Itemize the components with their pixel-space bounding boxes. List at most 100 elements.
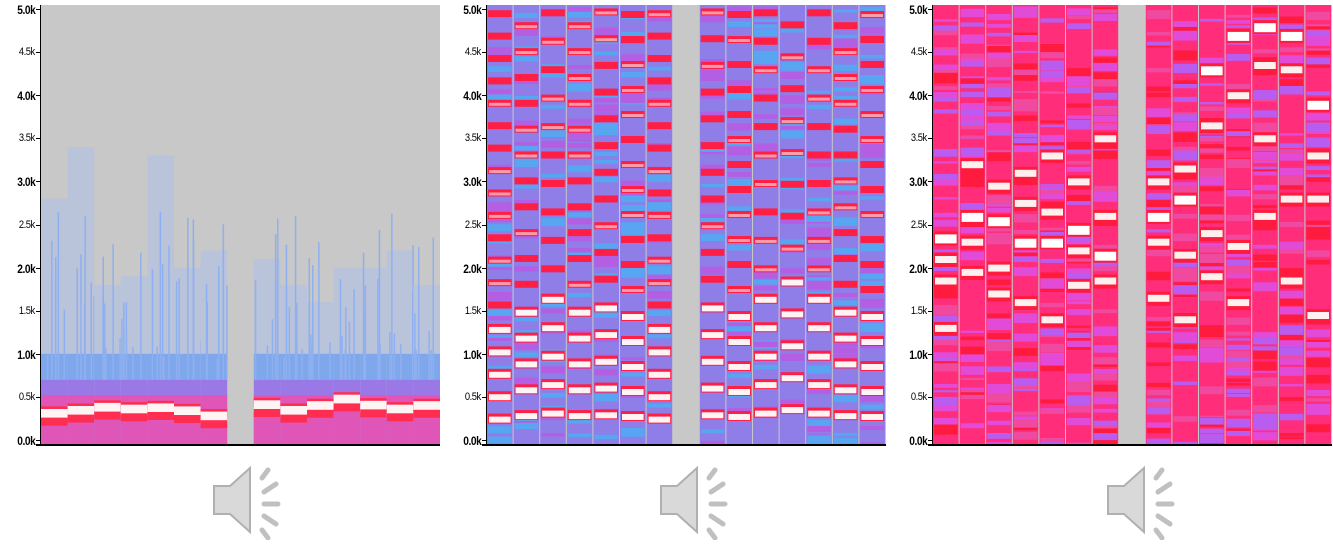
noise-band	[1200, 386, 1224, 395]
harmonic-band	[568, 283, 591, 287]
noise-band	[807, 41, 831, 50]
harmonic-band	[728, 314, 750, 320]
energy-streak	[187, 217, 189, 380]
noise-band	[934, 180, 958, 186]
noise-band	[1200, 291, 1224, 301]
y-tick-label: 2.5k	[911, 218, 927, 231]
y-tick-mark	[482, 396, 486, 398]
noise-band	[1040, 91, 1064, 94]
harmonic-band	[489, 416, 511, 423]
noise-band	[1200, 219, 1224, 224]
noise-band	[488, 224, 512, 232]
harmonic-band	[567, 255, 592, 262]
speaker-icon[interactable]	[1104, 460, 1184, 540]
noise-band	[1093, 378, 1118, 381]
y-tick-label: 1.5k	[19, 304, 35, 317]
harmonic-band	[622, 64, 644, 67]
speaker-icon[interactable]	[657, 460, 737, 540]
noise-band	[1067, 404, 1091, 413]
noise-band	[621, 54, 645, 63]
harmonic-band	[808, 296, 830, 303]
noise-band	[1040, 190, 1064, 195]
noise-band	[1040, 258, 1064, 263]
harmonic-band	[594, 61, 618, 69]
noise-band	[1093, 309, 1118, 314]
harmonic-band	[728, 339, 750, 345]
noise-floor	[94, 284, 121, 354]
noise-band	[960, 169, 985, 180]
noise-band	[1093, 391, 1118, 398]
noise-band	[1013, 256, 1038, 262]
noise-band	[1226, 53, 1251, 61]
energy-streak	[378, 229, 381, 380]
harmonic-band	[701, 64, 724, 68]
y-tick-label: 3.5k	[911, 132, 927, 145]
noise-band	[1306, 36, 1330, 46]
noise-band	[567, 212, 592, 218]
spectrogram-panel-1: 5.0k 4.5k 4.0k 3.5k 3.0k 2.5k 2.0k 1.5k 1.0k 0.5k…	[0, 0, 440, 450]
noise-band	[594, 130, 618, 136]
spectral-peak	[1094, 135, 1117, 143]
formant-band	[200, 420, 228, 429]
harmonic-band	[727, 261, 751, 268]
y-tick-label: 0.0k	[16, 434, 36, 448]
formant-band	[360, 409, 387, 418]
noise-band	[780, 72, 805, 79]
segment-fill	[726, 5, 752, 444]
noise-band	[488, 239, 512, 244]
noise-band	[987, 224, 1011, 232]
energy-streak	[329, 342, 331, 380]
y-tick-mark	[928, 224, 932, 226]
noise-band	[1253, 141, 1277, 151]
noise-band	[1093, 108, 1118, 116]
time-segment	[933, 5, 959, 444]
harmonic-band	[833, 280, 858, 288]
harmonic-band	[833, 229, 858, 237]
noise-band	[1013, 115, 1038, 121]
noise-band	[1173, 31, 1197, 38]
energy-streak	[218, 266, 220, 380]
spectral-peak	[1201, 230, 1223, 238]
speaker-icon[interactable]	[210, 460, 290, 540]
noise-band	[1226, 383, 1251, 386]
noise-band	[1040, 185, 1064, 188]
energy-streak	[112, 244, 114, 380]
noise-band	[514, 317, 539, 322]
noise-band	[621, 428, 645, 437]
noise-band	[934, 19, 958, 22]
harmonic-band	[648, 214, 671, 218]
spectral-peak	[1094, 277, 1117, 285]
noise-band	[488, 366, 512, 372]
noise-band	[960, 135, 985, 139]
noise-band	[1013, 9, 1038, 18]
harmonic-band	[834, 413, 857, 420]
noise-band	[1173, 344, 1197, 349]
harmonic-band	[594, 195, 618, 203]
noise-band	[960, 366, 985, 375]
noise-band	[1226, 338, 1251, 341]
y-tick-mark	[928, 95, 932, 97]
noise-band	[860, 76, 884, 85]
harmonic-band	[515, 128, 538, 132]
noise-band	[934, 97, 958, 102]
y-tick: 2.5k	[892, 219, 932, 237]
noise-band	[541, 366, 565, 374]
noise-band	[1040, 399, 1064, 404]
noise-band	[807, 425, 831, 432]
noise-band	[1173, 176, 1197, 180]
spectral-peak	[1041, 152, 1063, 160]
noise-band	[1173, 233, 1197, 242]
harmonic-band	[808, 353, 830, 360]
noise-band	[1173, 96, 1197, 102]
noise-band	[987, 87, 1011, 98]
energy-streak	[432, 237, 434, 380]
time-segment	[620, 5, 646, 444]
spectrogram-plot-2	[487, 5, 886, 444]
noise-band	[1067, 312, 1091, 316]
harmonic-band	[488, 55, 512, 62]
harmonic-band	[807, 123, 831, 131]
harmonic-band	[861, 114, 883, 117]
energy-streak	[151, 268, 154, 380]
harmonic-band	[488, 32, 512, 40]
y-tick-mark	[482, 224, 486, 226]
